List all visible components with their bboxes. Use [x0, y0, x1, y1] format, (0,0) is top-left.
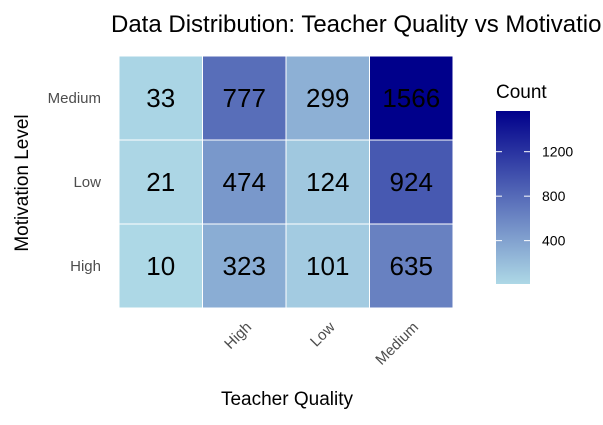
heatmap-cell [118, 223, 203, 309]
heatmap-cell [369, 55, 454, 141]
cell-value-label: 924 [390, 167, 433, 197]
cell-value-label: 299 [306, 83, 349, 113]
cell-value-label: 101 [306, 251, 349, 281]
y-tick-label: High [70, 258, 101, 275]
legend-tick-label: 1200 [542, 144, 573, 160]
cell-value-label: 777 [223, 83, 266, 113]
legend-ticks: 400 800 1200 [496, 144, 573, 249]
x-tick-label: Low [307, 319, 339, 351]
legend-tick-label: 800 [542, 188, 566, 204]
x-tick-label: High [221, 319, 255, 353]
y-tick-label: Medium [48, 90, 101, 107]
cell-value-label: 33 [146, 83, 175, 113]
x-axis-ticks: High Low Medium [221, 319, 422, 369]
y-axis-title: Motivation Level [12, 114, 33, 251]
cell-value-label: 1566 [382, 83, 440, 113]
y-axis-ticks: Medium Low High [48, 90, 102, 275]
heatmap-cell [285, 55, 370, 141]
cell-value-label: 474 [223, 167, 266, 197]
heatmap-cell [202, 139, 287, 225]
heatmap-cells: 33 777 299 1566 21 474 124 924 10 323 101 635 [118, 55, 454, 309]
heatmap-cell [369, 139, 454, 225]
cell-value-label: 323 [223, 251, 266, 281]
heatmap-cell [118, 55, 203, 141]
legend-tick-label: 400 [542, 233, 566, 249]
legend-colorbar [496, 111, 530, 284]
cell-value-label: 124 [306, 167, 349, 197]
heatmap-cell [118, 139, 203, 225]
cell-value-label: 21 [146, 167, 175, 197]
y-tick-label: Low [73, 174, 101, 191]
heatmap-cell [202, 223, 287, 309]
cell-value-label: 635 [390, 251, 433, 281]
x-tick-label: Medium [372, 319, 422, 369]
heatmap-cell [369, 223, 454, 309]
cell-value-label: 10 [146, 251, 175, 281]
heatmap-cell [202, 55, 287, 141]
x-axis-title: Teacher Quality [221, 389, 354, 410]
legend-title: Count [496, 82, 547, 103]
chart-title: Data Distribution: Teacher Quality vs Mo… [111, 11, 603, 38]
